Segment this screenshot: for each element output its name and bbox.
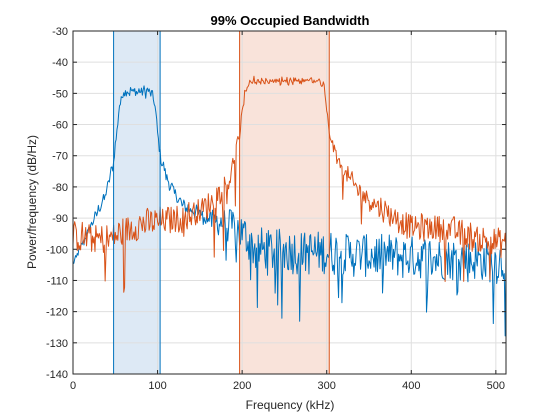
bandwidth-edges bbox=[113, 31, 330, 374]
grid-lines bbox=[72, 30, 506, 375]
x-tick-label: 0 bbox=[70, 380, 76, 392]
y-tick-label: -50 bbox=[52, 88, 68, 100]
y-tick-label: -100 bbox=[46, 244, 68, 256]
y-axis-label: Power/frequency (dB/Hz) bbox=[25, 135, 39, 269]
y-tick-label: -60 bbox=[52, 120, 68, 132]
tick-marks bbox=[72, 30, 506, 375]
y-tick-label: -140 bbox=[46, 369, 68, 381]
x-tick-label: 100 bbox=[148, 380, 166, 392]
series-line-2 bbox=[73, 75, 506, 293]
bandwidth-bands bbox=[113, 31, 330, 374]
series-line-1 bbox=[73, 85, 506, 337]
spectrum-series bbox=[73, 75, 506, 337]
x-tick-label: 200 bbox=[233, 380, 251, 392]
y-tick-label: -80 bbox=[52, 182, 68, 194]
y-tick-label: -90 bbox=[52, 213, 68, 225]
band-fill-2 bbox=[239, 31, 330, 374]
x-tick-label: 500 bbox=[487, 380, 505, 392]
band-fill-1 bbox=[113, 31, 161, 374]
x-axis-label: Frequency (kHz) bbox=[246, 398, 335, 412]
chart-title: 99% Occupied Bandwidth bbox=[211, 13, 370, 28]
y-tick-labels: -30 -40 -50 -60 -70 -80 -90 -100 -110 -120 -130 -14… bbox=[46, 26, 68, 381]
y-tick-label: -70 bbox=[52, 151, 68, 163]
x-tick-labels: 0 100 200 300 400 500 bbox=[70, 380, 505, 392]
x-tick-label: 400 bbox=[402, 380, 420, 392]
y-tick-label: -120 bbox=[46, 307, 68, 319]
y-tick-label: -110 bbox=[47, 275, 68, 287]
axes-frame bbox=[72, 30, 507, 375]
x-tick-label: 300 bbox=[318, 380, 336, 392]
y-tick-label: -40 bbox=[52, 57, 68, 69]
y-tick-label: -130 bbox=[46, 338, 68, 350]
y-tick-label: -30 bbox=[52, 26, 68, 38]
